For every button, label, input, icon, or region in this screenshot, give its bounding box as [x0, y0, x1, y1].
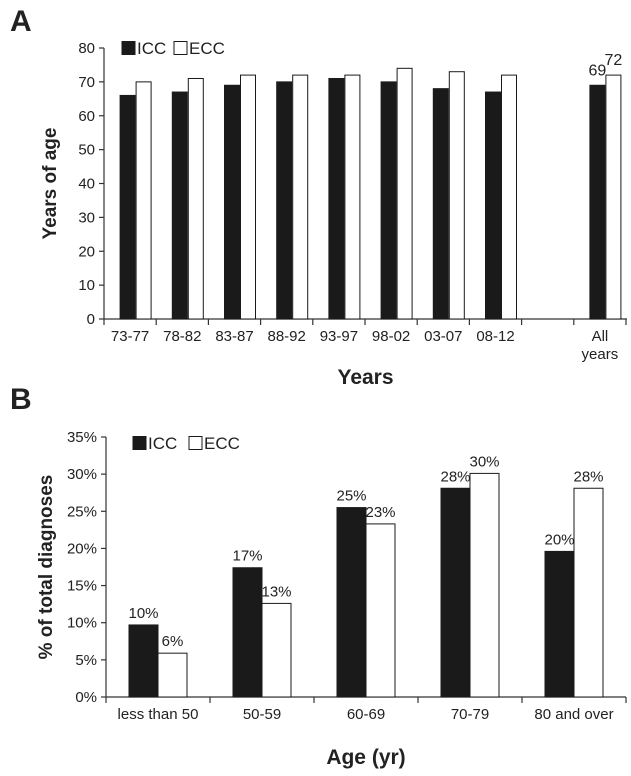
x-tick-label: 70-79: [451, 706, 489, 723]
x-axis-title: Age (yr): [326, 746, 405, 769]
bar-ecc: [501, 74, 517, 320]
bar-icc: [336, 507, 367, 698]
x-tick-label: 80 and over: [534, 706, 613, 723]
data-label: 17%: [232, 548, 262, 565]
data-label: 25%: [336, 488, 366, 505]
y-tick-label: 70: [78, 74, 95, 91]
x-tick-label: 08-12: [476, 328, 514, 345]
data-label: 20%: [544, 531, 574, 548]
x-tick-label: 98-02: [372, 328, 410, 345]
bar-icc: [119, 94, 136, 320]
bar-ecc: [344, 74, 361, 320]
y-tick-label: 15%: [67, 578, 97, 595]
bar-icc: [485, 91, 501, 320]
legend: ICC ECC: [132, 434, 240, 453]
legend-label-ecc: ECC: [189, 39, 225, 58]
bar-ecc: [135, 81, 152, 320]
x-tick-label: 88-92: [268, 328, 306, 345]
data-label: 23%: [365, 504, 395, 521]
bar-icc: [328, 77, 345, 320]
x-tick-label: 73-77: [111, 328, 149, 345]
bar-icc: [380, 81, 397, 320]
legend-label-icc: ICC: [137, 39, 166, 58]
data-label: 69: [589, 62, 607, 79]
y-axis-title: % of total diagnoses: [36, 475, 57, 660]
bar-ecc: [292, 74, 309, 320]
legend: ICC ECC: [121, 39, 225, 58]
bar-ecc: [187, 77, 204, 320]
bar-icc: [276, 81, 293, 320]
bar-icc: [224, 84, 240, 320]
data-label: 6%: [162, 633, 184, 650]
data-label: 28%: [440, 468, 470, 485]
bar-ecc: [605, 74, 622, 320]
bar-ecc: [365, 523, 396, 698]
data-label: 72: [605, 52, 623, 69]
x-axis-title: Years: [337, 366, 393, 389]
legend-swatch-ecc: [188, 436, 203, 450]
x-tick-label: 60-69: [347, 706, 385, 723]
bar-icc: [440, 487, 471, 698]
data-label: 30%: [469, 453, 499, 470]
y-tick-label: 10%: [67, 615, 97, 632]
bar-icc: [232, 567, 263, 698]
y-tick-label: 25%: [67, 503, 97, 520]
x-tick-label: All years: [582, 328, 619, 363]
panel-a: A 0 10 20 30 40 50 60 70 80 73-77 78-82 83-87 88-92 93…: [10, 5, 627, 389]
y-tick-label: 30%: [67, 466, 97, 483]
bar-ecc: [573, 487, 604, 698]
y-tick-label: 5%: [75, 652, 97, 669]
bar-icc: [128, 624, 159, 698]
bar-icc: [432, 88, 449, 320]
y-tick-label: 10: [78, 277, 95, 294]
bar-ecc: [469, 472, 500, 698]
x-tick-label: 03-07: [424, 328, 462, 345]
y-tick-label: 40: [78, 176, 95, 193]
legend-swatch-icc: [121, 41, 136, 55]
data-label: 13%: [261, 583, 291, 600]
bar-ecc: [448, 71, 465, 320]
bar-ecc: [240, 74, 256, 320]
y-tick-label: 0: [87, 311, 95, 328]
bar-ecc: [157, 652, 188, 698]
bar-icc: [171, 91, 188, 320]
x-tick-label: 93-97: [320, 328, 358, 345]
data-label: 28%: [573, 468, 603, 485]
x-tick-label: less than 50: [118, 706, 199, 723]
y-tick-label: 20: [78, 243, 95, 260]
y-tick-label: 30: [78, 209, 95, 226]
bar-ecc: [396, 67, 413, 320]
y-axis-title: Years of age: [40, 128, 61, 240]
y-tick-label: 60: [78, 108, 95, 125]
data-label: 10%: [128, 605, 158, 622]
y-tick-label: 80: [78, 40, 95, 57]
y-tick-label: 35%: [67, 429, 97, 446]
legend-label-ecc: ECC: [204, 434, 240, 453]
y-tick-label: 50: [78, 142, 95, 159]
x-tick-label: 83-87: [215, 328, 253, 345]
x-tick-label: 78-82: [163, 328, 201, 345]
x-tick-label: 50-59: [243, 706, 281, 723]
y-tick-label: 0%: [75, 689, 97, 706]
panel-label: A: [10, 5, 32, 38]
bar-ecc: [261, 602, 292, 698]
bar-icc: [589, 84, 606, 320]
panel-b: B 0% 5% 10% 15% 20% 25% 30% 35% less than 50 50-59…: [10, 383, 627, 769]
legend-label-icc: ICC: [148, 434, 177, 453]
bar-icc: [544, 550, 575, 698]
legend-swatch-icc: [132, 436, 147, 450]
legend-swatch-ecc: [173, 41, 188, 55]
y-tick-label: 20%: [67, 540, 97, 557]
panel-label: B: [10, 383, 32, 416]
